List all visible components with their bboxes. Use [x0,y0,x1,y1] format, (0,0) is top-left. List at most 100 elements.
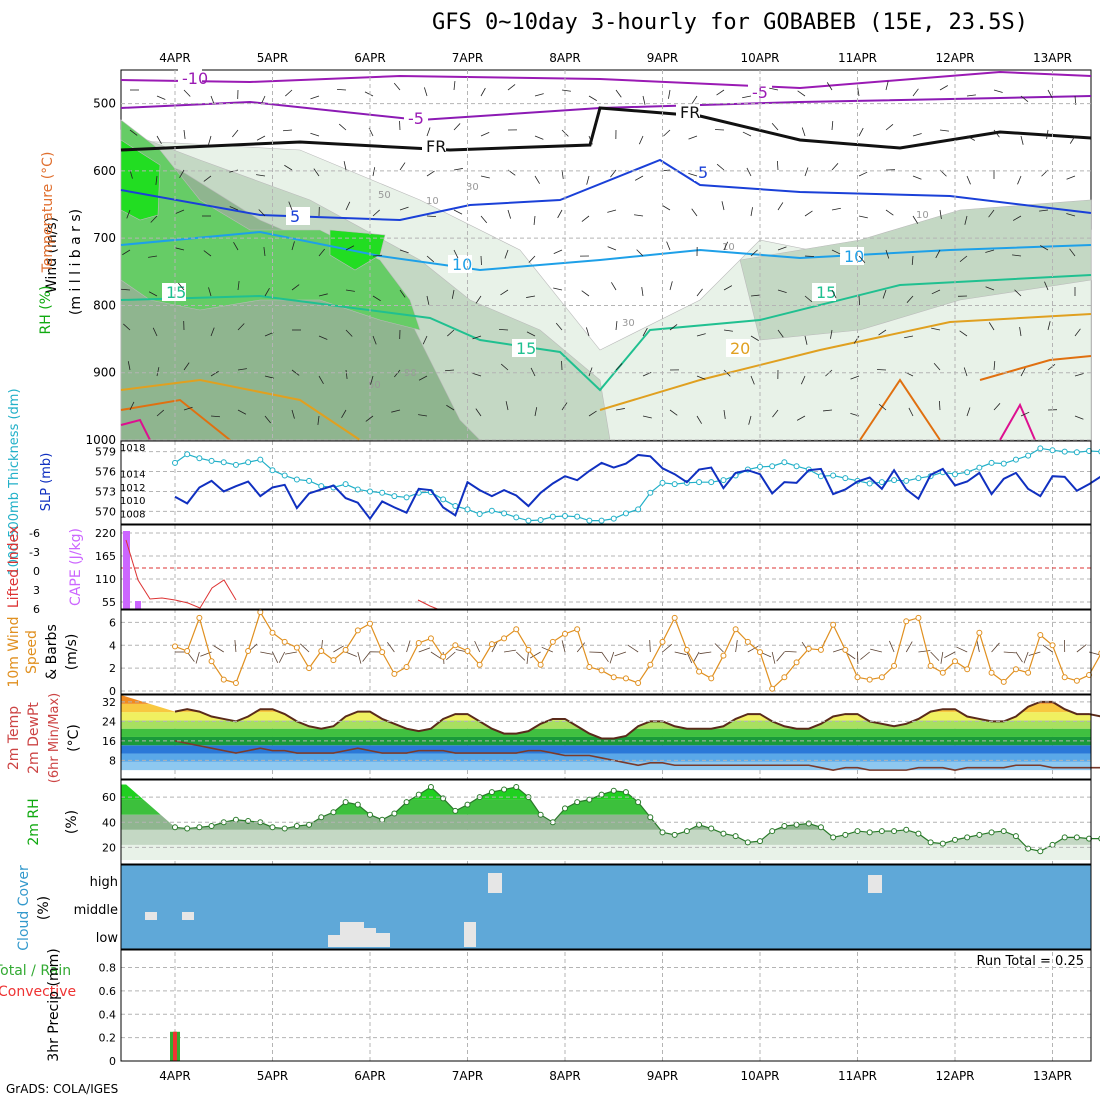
wind-speed-series-point [1050,643,1055,648]
thickness-series-point [173,460,178,465]
wind-speed-series-point [343,647,348,652]
thickness-series-point [843,476,848,481]
rh-series-point [1001,829,1006,834]
wind-speed-series-point [368,621,373,626]
temperature-tick-label: 24 [102,715,116,728]
contour-label: 10 [844,247,864,266]
wind-speed-series-point [623,676,628,681]
rh-contour-label: 10 [426,196,439,207]
wind-speed-series-point [806,646,811,651]
rh-series-point [355,802,360,807]
thickness-series-point [489,508,494,513]
bottom-date-label: 4APR [159,1069,190,1083]
lifted-index-tick-label: 3 [33,584,40,597]
cloud-block [364,928,376,947]
surface-wind-barb [977,640,979,652]
lifted-index-tick-label: -6 [29,527,40,540]
surface-wind-barb [273,652,278,663]
cape-tick-label: 110 [95,573,116,586]
wind-speed-series-point [611,675,616,680]
rh-series-point [453,808,458,813]
wind-speed-series-point [331,658,336,663]
wind-speed-series-point [867,677,872,682]
thickness-series-point [660,480,665,485]
wind-speed-series-point [855,675,860,680]
rh-series-point [209,824,214,829]
bottom-date-label: 6APR [354,1069,385,1083]
thickness-series-point [672,482,677,487]
thickness-series-point [831,473,836,478]
slp-tick-label: 1018 [120,443,145,454]
thickness-series-point [965,470,970,475]
wind-speed-series-point [173,644,178,649]
cloud-level-label: middle [74,903,118,918]
contour-label: 5 [698,163,708,182]
rh-series-point [1050,842,1055,847]
ylabel-temp: 2m Temp [6,706,22,770]
rh-series-point [855,829,860,834]
thickness-series-point [1062,449,1067,454]
rh-series-point [307,822,312,827]
cloud-block [340,922,364,947]
surface-wind-barb [333,646,343,652]
rh-series-point [709,826,714,831]
surface-wind-barb [650,640,651,652]
surface-wind-barb [860,652,869,660]
thickness-tick-label: 576 [95,466,116,479]
precip-frame [121,950,1091,1061]
thickness-series-point [1001,461,1006,466]
surface-wind-barb [785,651,797,652]
thickness-series-point [233,462,238,467]
rh-tick-label: 60 [102,791,116,804]
rh-series-point [575,800,580,805]
wind-speed-series-point [294,645,299,650]
top-date-label: 8APR [549,51,580,65]
ylabel-temp-units: (°C) [66,724,82,752]
thickness-series-point [404,495,409,500]
wind-tick-label: 4 [109,639,116,652]
wind-speed-series-point [1026,670,1031,675]
rh-series-point [770,829,775,834]
surface-wind-barb [431,652,441,659]
rh-series-point [989,830,994,835]
wind-speed-series-point [441,654,446,659]
rh-series-point [270,825,275,830]
wind-speed-series-point [209,659,214,664]
thickness-series-point [1038,446,1043,451]
surface-wind-barb [906,642,912,652]
top-date-label: 13APR [1033,51,1072,65]
bottom-date-label: 8APR [549,1069,580,1083]
wind-speed-series-point [550,639,555,644]
surface-wind-barb [628,645,638,652]
rh-series-point [489,790,494,795]
rh-series-point [185,826,190,831]
surface-wind-barb [870,649,882,652]
surface-wind-barb [279,652,284,663]
thickness-series-point [465,507,470,512]
rh-series-point [611,788,616,793]
thickness-series-point [599,518,604,523]
surface-wind-barb [504,650,516,652]
thickness-series-point [953,472,958,477]
rh-series-point [672,832,677,837]
wind-speed-series-point [953,659,958,664]
top-date-label: 12APR [935,51,974,65]
wind-speed-series [175,612,1100,689]
wind-speed-series-point [477,662,482,667]
rh-series-point [428,785,433,790]
precip-convective-bar [173,1032,177,1061]
surface-wind-barb [358,652,361,664]
wind-speed-series-point [587,665,592,670]
precip-tick-label: 0.2 [99,1032,117,1045]
rh-series-point [940,841,945,846]
precip-tick-label: 0 [109,1055,116,1068]
thickness-series-point [758,464,763,469]
rh-series-point [660,830,665,835]
wind-speed-series-point [965,667,970,672]
thickness-series-point [575,514,580,519]
ylabel-rh: RH (%) [38,286,54,335]
surface-wind-barb [260,652,272,654]
rh-series-point [831,835,836,840]
rh-contour-label: 90 [404,368,417,379]
